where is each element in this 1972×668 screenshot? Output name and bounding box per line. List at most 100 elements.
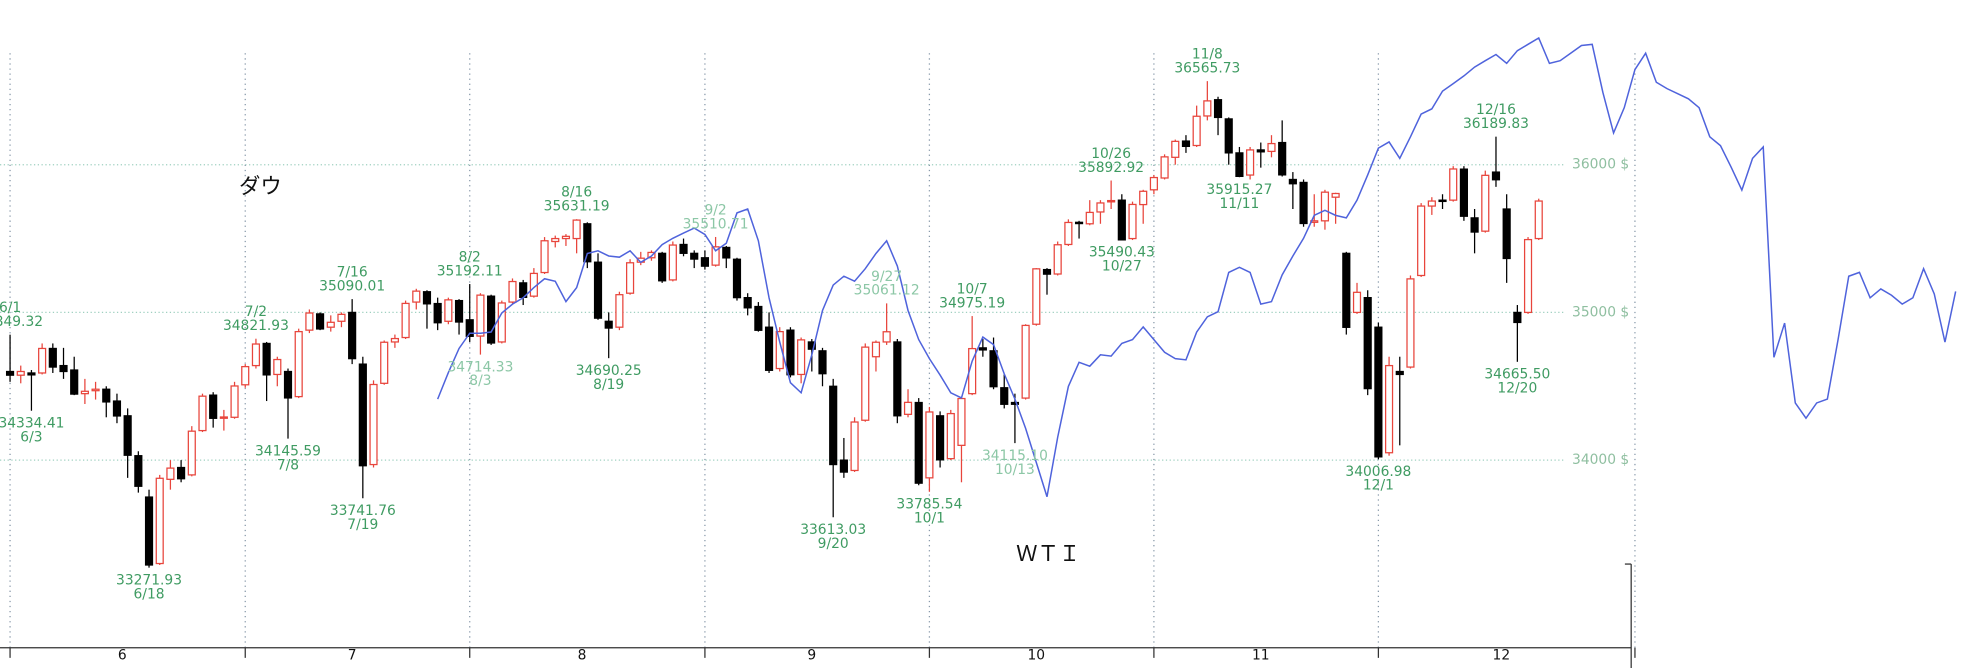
candle-body: [551, 237, 560, 243]
annotation-value: 34714.33: [447, 359, 513, 375]
dow-series-label: ダウ: [239, 175, 282, 200]
candle-body: [454, 299, 464, 323]
candle-body: [829, 385, 838, 466]
candle-body: [1032, 268, 1041, 325]
candle-body: [1352, 291, 1362, 314]
annotation-date: 12/20: [1497, 380, 1537, 396]
candle-body: [369, 383, 378, 466]
annotation-value: 35490.43: [1089, 245, 1155, 261]
candle-body: [1299, 181, 1308, 225]
candle-body: [604, 320, 613, 329]
candle-body: [348, 311, 357, 360]
candle-body: [273, 358, 282, 376]
candle-body: [401, 302, 410, 339]
candle-body: [903, 401, 913, 415]
candle-body: [936, 415, 945, 461]
candle-body: [593, 261, 603, 319]
candle-body: [198, 395, 207, 432]
x-tick-label: 11: [1252, 647, 1270, 663]
annotation-value: 36565.73: [1174, 60, 1240, 76]
candle-body: [508, 280, 517, 303]
candle-body: [658, 252, 667, 282]
candle-body: [38, 347, 47, 374]
candle-body: [1513, 311, 1522, 324]
candle-body: [1374, 326, 1383, 458]
annotation-date: 8/19: [593, 377, 624, 393]
candle-body: [946, 412, 955, 460]
candle-body: [1491, 171, 1501, 181]
candle-body: [5, 370, 15, 376]
candle-body: [1021, 324, 1030, 399]
x-tick-label: 6: [118, 647, 127, 663]
candle-body: [1406, 278, 1415, 368]
candle-body: [187, 430, 196, 476]
candle-body: [1128, 203, 1137, 240]
candle-body: [380, 341, 389, 384]
candle-body: [572, 219, 581, 240]
annotation-value: 34821.93: [223, 318, 289, 334]
candle-body: [1117, 199, 1126, 241]
annotation-date: 12/1: [1363, 478, 1394, 494]
candle-body: [59, 364, 68, 373]
candle-body: [358, 363, 367, 467]
candle-body: [1427, 200, 1436, 207]
annotation-value: 36189.83: [1463, 116, 1529, 132]
candle-body: [219, 416, 228, 419]
y-tick-label: 35000 $: [1572, 304, 1629, 320]
candle-body: [315, 313, 325, 330]
annotation-value: 35892.92: [1078, 160, 1144, 176]
candle-body: [1000, 387, 1009, 405]
candle-body: [1470, 217, 1479, 233]
candle-body: [561, 235, 571, 240]
annotation-date: 10/13: [995, 462, 1035, 478]
candle-body: [540, 240, 549, 274]
candle-body: [711, 246, 720, 266]
candle-body: [743, 297, 752, 309]
candle-body: [422, 291, 432, 305]
candle-body: [1342, 252, 1351, 328]
candle-body: [1449, 168, 1458, 201]
candle-body: [1417, 205, 1426, 277]
labels-layer: 34000 $ 35000 $ 36000 $ 6 7 8 9 10 11 12 6/134849.…: [0, 46, 1629, 663]
candle-body: [1203, 100, 1212, 117]
candle-body: [27, 372, 36, 376]
candle-body: [262, 342, 271, 376]
candle-body: [48, 347, 57, 368]
candle-body: [893, 341, 902, 417]
x-tick-label: 9: [807, 647, 816, 663]
annotation-value: 34145.59: [255, 443, 321, 459]
candle-body: [1064, 221, 1073, 246]
candle-body: [668, 244, 677, 281]
annotation-date: 6/1: [0, 300, 21, 316]
candle-body: [144, 496, 154, 566]
annotation-date: 6/18: [134, 586, 165, 602]
candle-body: [754, 305, 763, 331]
candle-body: [1192, 115, 1201, 147]
candle-body: [882, 331, 891, 343]
candle-body: [957, 397, 966, 446]
candle-body: [775, 330, 784, 370]
candle-body: [497, 302, 506, 343]
candle-body: [978, 347, 987, 351]
x-tick-label: 8: [578, 647, 587, 663]
candle-body: [1053, 244, 1062, 275]
annotation-date: 7/8: [277, 457, 299, 473]
candle-body: [209, 394, 218, 419]
annotation-date: 11/8: [1192, 46, 1223, 62]
annotation-value: 35631.19: [544, 198, 610, 214]
x-tick-label: 12: [1493, 647, 1511, 663]
annotation-value: 34115.10: [982, 448, 1048, 464]
candle-body: [1096, 202, 1105, 213]
annotation-value: 33613.03: [800, 522, 866, 538]
grid-layer: [0, 53, 1636, 658]
annotation-date: 6/3: [20, 429, 42, 445]
candle-body: [1224, 118, 1233, 154]
annotation-value: 33785.54: [896, 496, 962, 512]
annotation-date: 11/11: [1219, 196, 1259, 212]
candle-body: [1523, 238, 1533, 314]
candle-body: [1384, 364, 1394, 454]
candle-body: [1149, 176, 1158, 191]
candle-body: [91, 388, 100, 392]
candle-body: [1331, 192, 1340, 198]
candle-body: [155, 477, 164, 565]
